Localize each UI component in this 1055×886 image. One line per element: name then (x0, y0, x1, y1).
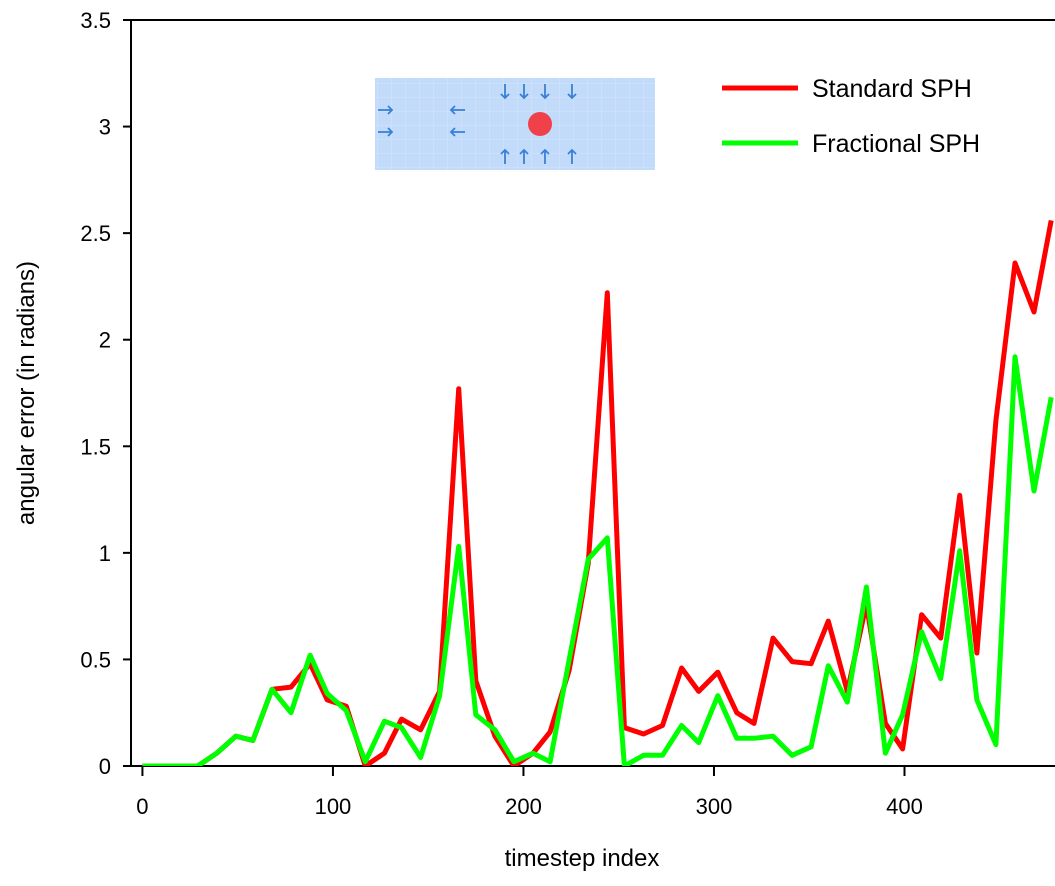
y-tick-label: 2 (99, 328, 111, 353)
y-tick-label: 0 (99, 754, 111, 779)
y-tick-label: 2.5 (80, 221, 111, 246)
x-tick-label: 400 (886, 794, 923, 819)
x-tick-label: 300 (696, 794, 733, 819)
legend-label: Standard SPH (812, 75, 972, 103)
y-tick-label: 3.5 (80, 8, 111, 33)
inset-diagram (375, 78, 655, 170)
x-tick-label: 200 (505, 794, 542, 819)
y-tick-label: 3 (99, 115, 111, 140)
y-tick-label: 1.5 (80, 434, 111, 459)
x-tick-label: 0 (136, 794, 148, 819)
plot-lines (142, 219, 1054, 766)
x-axis-label: timestep index (505, 845, 660, 872)
y-axis-label: angular error (in radians) (13, 261, 40, 525)
y-tick-label: 0.5 (80, 647, 111, 672)
legend-label: Fractional SPH (812, 130, 980, 158)
x-tick-label: 100 (315, 794, 352, 819)
series-line (142, 354, 1054, 766)
series-line (142, 219, 1054, 766)
y-tick-label: 1 (99, 541, 111, 566)
